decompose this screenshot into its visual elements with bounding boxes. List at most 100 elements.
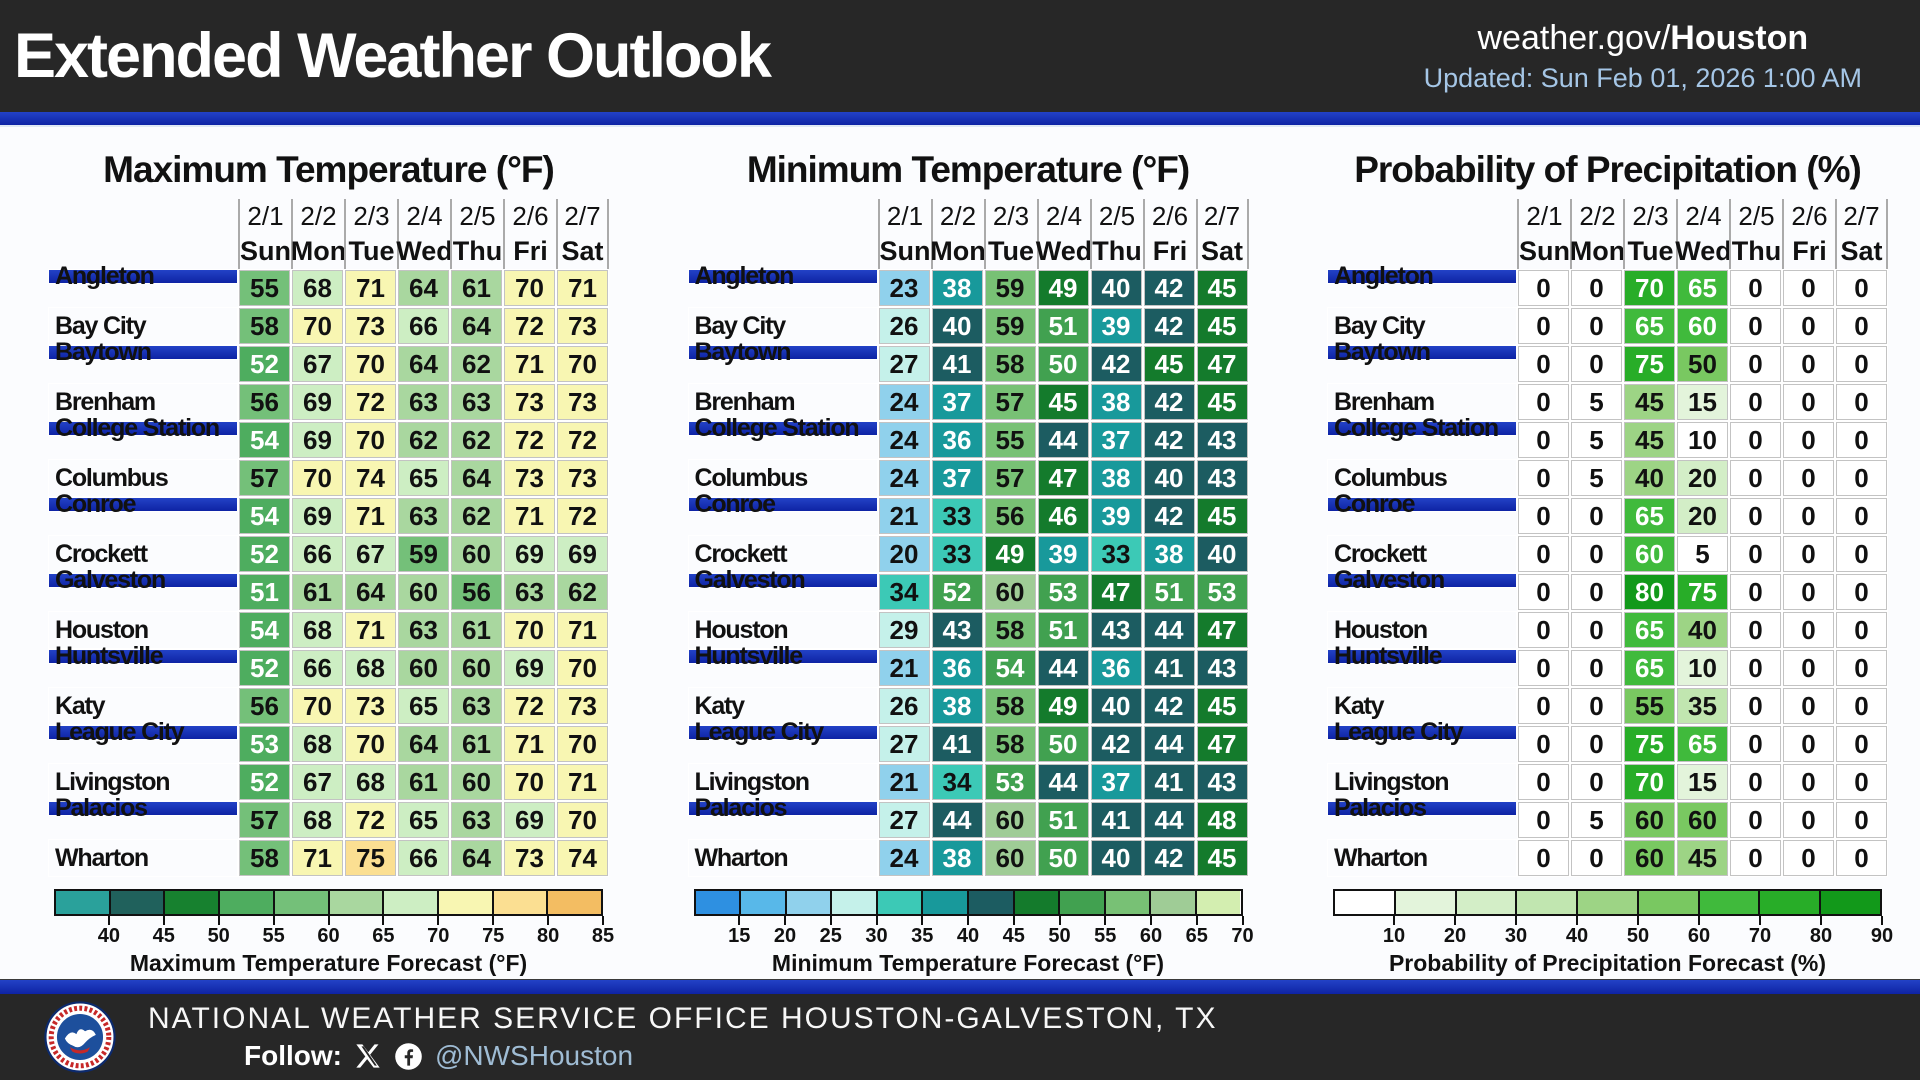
colorbar-scale: 15 20 25 30 35 40 45 50 55 60 65 70 Minimum Tempera… [693, 889, 1254, 977]
value-cell: 72 [503, 307, 556, 345]
value-cell: 20 [1676, 497, 1729, 535]
date-header: 2/4 [1676, 199, 1729, 233]
value-cell: 40 [1623, 459, 1676, 497]
value-cell: 66 [291, 649, 344, 687]
city-label: Conroe [687, 490, 878, 518]
value-cell: 38 [1142, 535, 1196, 573]
x-icon[interactable] [354, 1042, 382, 1070]
value-cell: 40 [1195, 535, 1249, 573]
value-cell: 0 [1729, 801, 1782, 839]
value-cell: 69 [291, 421, 344, 459]
colorbar-segment [1012, 891, 1059, 914]
value-cell: 42 [1142, 839, 1196, 877]
corner-spacer [48, 199, 238, 233]
value-cell: 43 [1195, 763, 1249, 801]
value-cell: 0 [1835, 687, 1888, 725]
value-cell: 51 [1036, 307, 1090, 345]
value-cell: 41 [1142, 763, 1196, 801]
colorbar-segment [1194, 891, 1241, 914]
value-cell: 70 [503, 269, 556, 307]
day-header: Tue [1623, 233, 1676, 269]
value-cell: 70 [344, 345, 397, 383]
date-header: 2/3 [1623, 199, 1676, 233]
value-cell: 61 [397, 763, 450, 801]
value-cell: 0 [1570, 345, 1623, 383]
value-cell: 0 [1517, 345, 1570, 383]
value-cell: 0 [1517, 611, 1570, 649]
table-title: Minimum Temperature (°F) [746, 149, 1190, 190]
colorbar-segment [436, 891, 492, 914]
value-cell: 0 [1570, 763, 1623, 801]
follow-label: Follow: [244, 1040, 342, 1071]
social-handle[interactable]: @NWSHouston [434, 1040, 634, 1071]
table-grid: 2/1 2/2 2/3 2/4 2/5 2/6 2/7 Sun Mon Tue Wed Thu Fri S… [1327, 199, 1888, 877]
value-cell: 49 [1036, 269, 1090, 307]
day-header: Fri [503, 233, 556, 269]
tick-mark [829, 916, 832, 925]
colorbar-segment [163, 891, 219, 914]
tick-label: 85 [591, 925, 615, 947]
tick-label: 60 [317, 925, 340, 947]
value-cell: 0 [1835, 801, 1888, 839]
city-label: College Station [48, 414, 238, 442]
tick-mark [738, 916, 741, 925]
value-cell: 71 [344, 269, 397, 307]
city-label: Crockett [1327, 535, 1517, 573]
value-cell: 24 [877, 459, 931, 497]
value-cell: 44 [1036, 649, 1090, 687]
value-cell: 0 [1517, 687, 1570, 725]
colorbar-segment [1697, 891, 1759, 914]
tick-mark [492, 916, 495, 925]
value-cell: 61 [450, 725, 503, 763]
value-cell: 55 [983, 421, 1037, 459]
tick-label: 75 [482, 925, 505, 947]
city-label: Conroe [1327, 490, 1517, 518]
value-cell: 0 [1782, 611, 1835, 649]
value-cell: 39 [1036, 535, 1090, 573]
colorbar-segment [1454, 891, 1516, 914]
value-cell: 58 [238, 307, 291, 345]
colorbar-segment [1149, 891, 1195, 914]
value-cell: 40 [930, 307, 984, 345]
colorbar-scale: 40 45 50 55 60 65 70 75 80 85 Maximum Temperature… [54, 889, 614, 977]
tick-mark [217, 916, 220, 925]
date-header: 2/7 [1195, 199, 1249, 233]
date-header: 2/3 [344, 199, 397, 233]
value-cell: 42 [1142, 269, 1196, 307]
value-cell: 45 [1195, 269, 1249, 307]
city-label: Bay City [48, 307, 238, 345]
facebook-icon[interactable] [394, 1042, 423, 1071]
colorbar-ticks: 10 20 30 40 50 60 70 80 90 [1333, 916, 1893, 954]
value-cell: 0 [1835, 345, 1888, 383]
value-cell: 37 [1089, 763, 1143, 801]
value-cell: 35 [1676, 687, 1729, 725]
city-label: Columbus [48, 459, 238, 497]
value-cell: 36 [930, 421, 984, 459]
city-label: Brenham [48, 383, 238, 421]
value-cell: 40 [1676, 611, 1729, 649]
tick-mark [1515, 916, 1517, 925]
value-cell: 0 [1570, 687, 1623, 725]
value-cell: 42 [1142, 383, 1196, 421]
tick-mark [784, 916, 786, 925]
precip-prob-table: Probability of Precipitation (%) 2/1 2/2 2… [1327, 139, 1893, 979]
value-cell: 15 [1676, 383, 1729, 421]
value-cell: 65 [1623, 497, 1676, 535]
value-cell: 71 [344, 611, 397, 649]
tick-mark [1576, 916, 1578, 925]
value-cell: 39 [1089, 497, 1143, 535]
value-cell: 38 [930, 269, 984, 307]
value-cell: 0 [1570, 573, 1623, 611]
value-cell: 0 [1835, 725, 1888, 763]
tick-label: 50 [207, 925, 230, 947]
value-cell: 0 [1729, 459, 1782, 497]
value-cell: 59 [983, 307, 1037, 345]
value-cell: 66 [291, 535, 344, 573]
value-cell: 71 [503, 345, 556, 383]
value-cell: 50 [1036, 345, 1090, 383]
value-cell: 0 [1729, 725, 1782, 763]
value-cell: 40 [1089, 269, 1143, 307]
colorbar-segment [56, 891, 109, 914]
value-cell: 0 [1570, 307, 1623, 345]
colorbar-segment [1636, 891, 1698, 914]
